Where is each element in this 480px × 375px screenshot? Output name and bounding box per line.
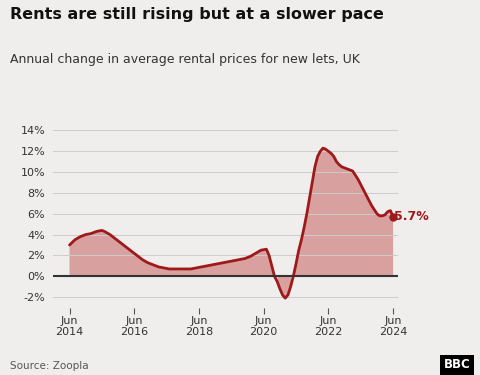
Text: Source: Zoopla: Source: Zoopla: [10, 361, 88, 371]
Text: Rents are still rising but at a slower pace: Rents are still rising but at a slower p…: [10, 8, 384, 22]
Text: BBC: BBC: [444, 358, 470, 371]
Text: Annual change in average rental prices for new lets, UK: Annual change in average rental prices f…: [10, 53, 360, 66]
Text: 5.7%: 5.7%: [395, 210, 429, 224]
